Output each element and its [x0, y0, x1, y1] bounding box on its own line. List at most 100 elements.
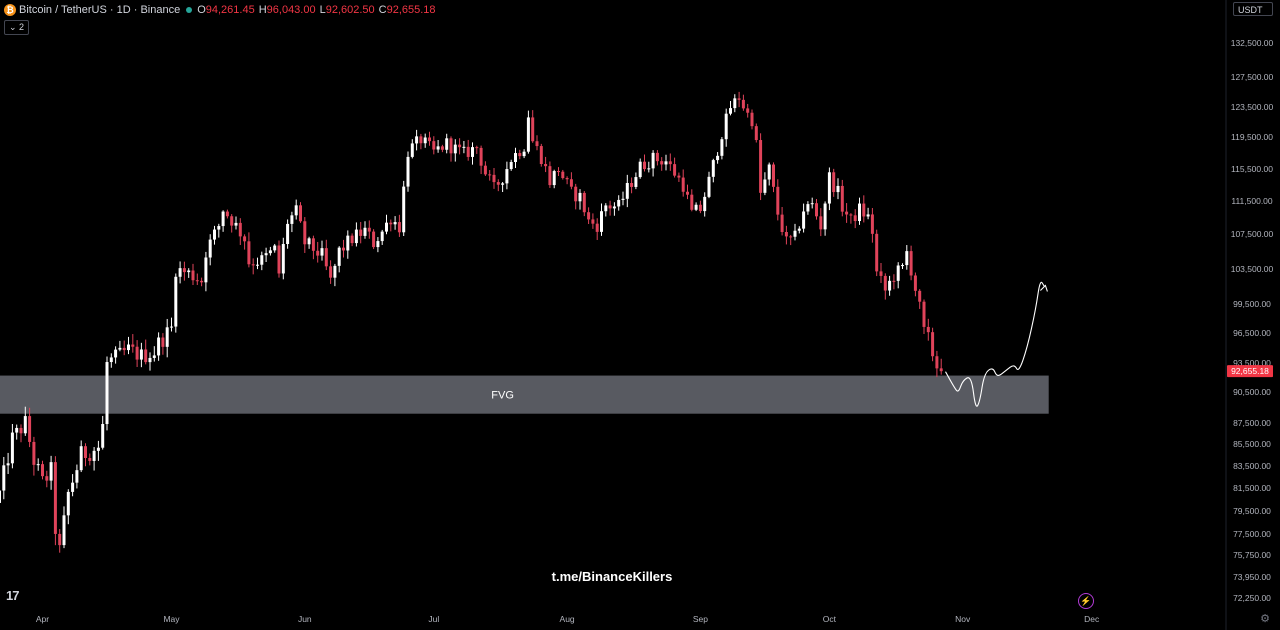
price-tick-label: 127,500.00 [1231, 72, 1274, 82]
candle [53, 456, 57, 546]
candle [888, 275, 892, 296]
current-price-layer: 92,655.18 [1227, 365, 1273, 378]
candle [772, 162, 775, 193]
candle [449, 136, 453, 162]
candle [157, 332, 161, 361]
candle [230, 214, 234, 233]
candle [118, 340, 122, 352]
candle [324, 239, 328, 271]
candle [71, 474, 75, 497]
candle [539, 143, 543, 167]
candle [346, 230, 350, 259]
candle [638, 158, 642, 179]
price-tick-label: 132,500.00 [1231, 38, 1274, 48]
candle [587, 207, 591, 225]
candle [256, 257, 259, 270]
candle [161, 333, 165, 355]
candle [522, 149, 526, 159]
candle [329, 260, 333, 284]
time-axis[interactable]: Apr May Jun Jul Aug Sep Oct Nov Dec [36, 614, 1100, 624]
candle [75, 464, 79, 489]
candle [105, 356, 109, 431]
candle [0, 490, 1, 503]
candle [144, 339, 148, 365]
candle [827, 167, 831, 211]
tv-logo-icon[interactable]: 17 [6, 588, 20, 603]
candle [716, 152, 720, 164]
candle [763, 172, 767, 196]
candle [428, 131, 431, 146]
candle [630, 177, 634, 194]
current-price-tag [1227, 365, 1273, 378]
candle [776, 179, 780, 221]
indicators-toggle-button[interactable]: ⌄ 2 [4, 20, 30, 35]
candle [410, 139, 414, 159]
candle [243, 234, 247, 250]
candle [84, 443, 87, 467]
candle [432, 136, 436, 155]
candle [866, 207, 870, 220]
candle [195, 273, 199, 285]
candle [380, 229, 384, 245]
candle [423, 133, 427, 148]
low-label: L [319, 4, 326, 16]
candle [617, 195, 621, 211]
candle [505, 161, 509, 190]
candle [221, 210, 225, 232]
candle [561, 169, 565, 180]
candle [724, 108, 728, 147]
candle [840, 179, 844, 217]
candle [815, 198, 818, 220]
candle [187, 268, 191, 278]
candle [337, 246, 341, 273]
symbol-header[interactable]: ₿ Bitcoin / TetherUS · 1D · Binance O 94,… [4, 2, 440, 18]
candle [393, 216, 397, 230]
candle [66, 489, 70, 525]
candle [191, 263, 195, 286]
high-label: H [258, 4, 267, 16]
fvg-zone-label: FVG [491, 390, 514, 402]
candle [935, 350, 939, 378]
candle [862, 195, 866, 223]
candle [62, 506, 66, 549]
candle [892, 274, 896, 290]
candle [574, 183, 578, 210]
projection-path[interactable] [945, 281, 1045, 407]
candle [402, 180, 406, 237]
candle [875, 229, 879, 277]
price-axis[interactable]: 132,500.00 127,500.00 123,500.00 119,500.00… [1231, 38, 1274, 603]
candle [905, 245, 909, 270]
currency-button[interactable]: USDT [1233, 2, 1273, 16]
candle [36, 458, 40, 471]
high-value: 96,043.00 [266, 4, 316, 16]
candle [152, 346, 156, 362]
gear-icon[interactable]: ⚙ [1260, 613, 1270, 625]
candle [647, 161, 651, 173]
price-tick-label: 79,500.00 [1233, 506, 1271, 516]
candle [879, 262, 883, 284]
candle [849, 213, 853, 224]
time-tick-label: Aug [560, 614, 575, 624]
bitcoin-logo-icon: ₿ [4, 4, 16, 16]
candle [462, 140, 466, 154]
candle [759, 133, 763, 201]
symbol-title[interactable]: Bitcoin / TetherUS · 1D · Binance [19, 4, 181, 16]
candle [918, 289, 922, 309]
candle [677, 172, 681, 182]
candle [913, 272, 917, 297]
candle [673, 157, 677, 178]
candle [471, 142, 474, 165]
candle [746, 103, 750, 118]
time-tick-label: Nov [955, 614, 971, 624]
candle [784, 225, 788, 245]
candle [290, 211, 294, 233]
candle [277, 240, 281, 278]
candle [600, 203, 603, 236]
fvg-zone[interactable] [0, 375, 1049, 414]
candle [359, 221, 363, 244]
candle [415, 129, 419, 151]
flash-icon[interactable]: ⚡ [1078, 593, 1094, 609]
candle [234, 216, 238, 230]
price-tick-label: 96,500.00 [1233, 328, 1271, 338]
